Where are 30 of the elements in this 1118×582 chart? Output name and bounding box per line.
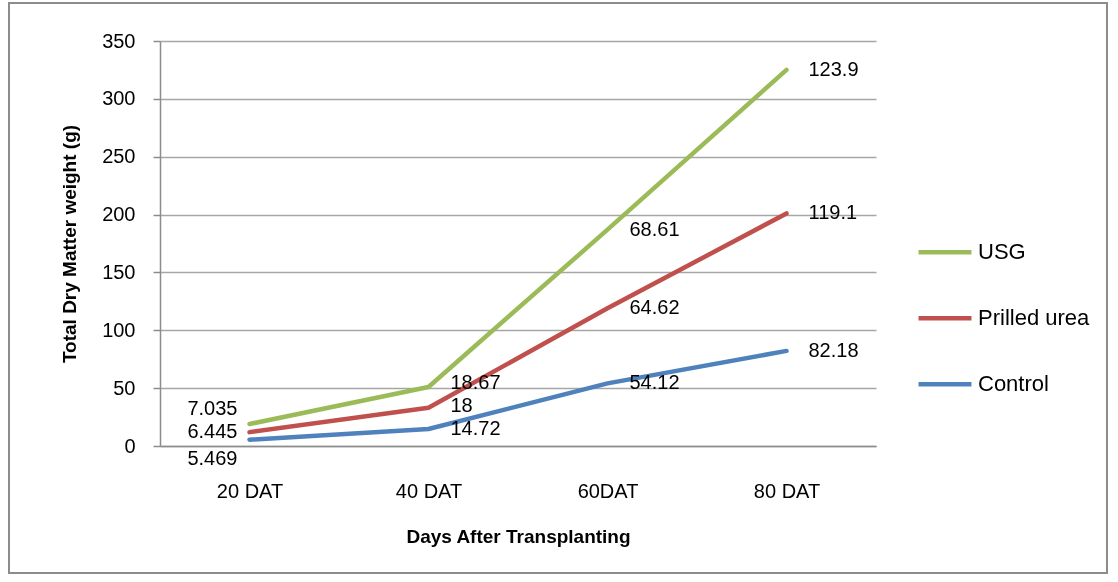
line-series bbox=[247, 348, 789, 442]
y-axis-title: Total Dry Matter weight (g) bbox=[59, 124, 81, 364]
x-tick-label: 80 DAT bbox=[753, 479, 821, 502]
data-label: 82.18 bbox=[808, 338, 859, 361]
y-tick-label: 0 bbox=[124, 434, 136, 457]
annotation: 18 bbox=[450, 393, 473, 416]
y-tick-label: 150 bbox=[102, 260, 136, 283]
annotation: 7.035 bbox=[187, 396, 238, 419]
annotation: 68.61 bbox=[629, 217, 680, 240]
x-axis-title: Days After Transplanting bbox=[406, 525, 631, 547]
data-label: 5.469 bbox=[187, 447, 238, 469]
y-tick-label: 300 bbox=[102, 87, 136, 110]
data-label: 54.12 bbox=[629, 371, 680, 394]
y-tick-label: 350 bbox=[102, 29, 136, 52]
legend-label: Prilled urea bbox=[978, 305, 1091, 331]
legend-label: Control bbox=[978, 371, 1049, 397]
x-tick-label: 20 DAT bbox=[216, 479, 284, 502]
data-label: 14.72 bbox=[450, 416, 501, 439]
legend-label: USG bbox=[978, 239, 1026, 265]
annotation: 119.1 bbox=[808, 201, 858, 224]
annotation: 123.9 bbox=[808, 57, 859, 80]
x-tick-label: 60DAT bbox=[577, 479, 639, 502]
y-tick-label: 50 bbox=[113, 376, 136, 399]
annotation: 64.62 bbox=[629, 296, 680, 319]
x-tick-label: 40 DAT bbox=[395, 479, 463, 502]
y-tick-label: 250 bbox=[102, 145, 136, 168]
y-tick-label: 200 bbox=[102, 203, 136, 226]
line-series bbox=[247, 211, 789, 435]
annotation: 6.445 bbox=[187, 419, 238, 442]
y-tick-label: 100 bbox=[102, 318, 136, 341]
